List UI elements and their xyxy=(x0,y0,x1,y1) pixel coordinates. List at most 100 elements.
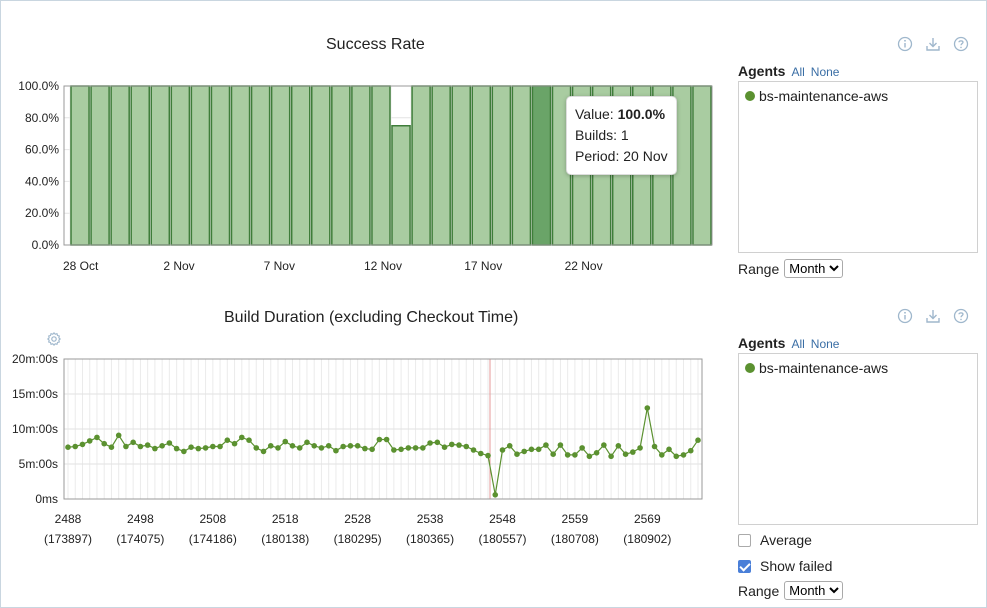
bar xyxy=(511,85,532,246)
range-select[interactable]: Month xyxy=(784,259,844,278)
agent-name: bs-maintenance-aws xyxy=(759,360,889,376)
data-point xyxy=(448,441,455,448)
select-none-link[interactable]: None xyxy=(810,65,840,79)
info-icon[interactable] xyxy=(897,36,913,52)
agent-item[interactable]: bs-maintenance-aws xyxy=(745,88,888,104)
info-icon[interactable] xyxy=(897,308,913,324)
data-point xyxy=(260,448,267,455)
x-tick-build: 2518 xyxy=(272,512,299,526)
download-icon[interactable] xyxy=(925,308,941,324)
data-point xyxy=(630,449,636,455)
bar xyxy=(451,85,471,246)
x-tick-build: 2498 xyxy=(127,512,154,526)
bar xyxy=(391,125,411,246)
bar xyxy=(90,85,110,246)
bar xyxy=(250,85,271,246)
data-point xyxy=(362,445,368,452)
data-point xyxy=(535,446,542,453)
tooltip-value-row: Value: 100.0% xyxy=(575,104,668,125)
bar xyxy=(371,85,391,246)
x-tick-label: 12 Nov xyxy=(364,259,402,273)
tooltip-period: 20 Nov xyxy=(623,148,668,164)
show-failed-checkbox-box[interactable] xyxy=(738,559,751,573)
bar xyxy=(431,85,451,246)
data-point xyxy=(543,442,549,448)
data-point xyxy=(499,447,506,453)
data-point xyxy=(304,439,310,446)
x-tick-label: 7 Nov xyxy=(264,259,295,273)
success-rate-title: Success Rate xyxy=(326,36,425,53)
data-point xyxy=(238,434,245,441)
y-tick-label: 60.0% xyxy=(25,143,59,157)
data-point xyxy=(130,439,136,446)
data-point xyxy=(572,452,578,458)
select-none-link[interactable]: None xyxy=(810,337,840,351)
data-point xyxy=(65,444,71,450)
bar xyxy=(491,85,512,246)
x-tick-id: (180902) xyxy=(623,532,671,546)
data-point xyxy=(108,444,115,450)
bar xyxy=(70,85,90,246)
data-point xyxy=(94,434,100,441)
x-tick-build: 2488 xyxy=(55,512,82,526)
help-icon[interactable] xyxy=(953,36,969,52)
data-point xyxy=(340,443,346,450)
data-point xyxy=(673,453,680,460)
data-point xyxy=(412,445,419,451)
data-point xyxy=(492,492,499,498)
tooltip-builds-label: Builds: xyxy=(575,127,618,143)
x-tick-id: (180557) xyxy=(478,532,526,546)
bar xyxy=(311,85,331,246)
data-point xyxy=(528,446,535,453)
x-tick-build: 2569 xyxy=(634,512,661,526)
data-point xyxy=(680,452,687,458)
bar xyxy=(290,85,311,246)
data-point xyxy=(637,445,643,451)
x-tick-build: 2548 xyxy=(489,512,516,526)
gear-icon[interactable] xyxy=(46,331,62,347)
data-point xyxy=(159,443,165,449)
data-point xyxy=(514,451,520,457)
agents-list[interactable]: bs-maintenance-aws xyxy=(738,353,978,525)
bar xyxy=(692,85,712,246)
show-failed-checkbox[interactable]: Show failed xyxy=(738,558,832,574)
agent-name: bs-maintenance-aws xyxy=(759,88,889,104)
tooltip-builds-row: Builds: 1 xyxy=(575,125,668,146)
build-duration-title: Build Duration (excluding Checkout Time) xyxy=(224,309,519,326)
data-point xyxy=(333,447,339,454)
data-point xyxy=(557,442,564,448)
data-point xyxy=(86,438,93,444)
x-tick-build: 2528 xyxy=(344,512,371,526)
download-icon[interactable] xyxy=(925,36,941,52)
agent-item[interactable]: bs-maintenance-aws xyxy=(745,360,888,376)
average-checkbox[interactable]: Average xyxy=(738,532,812,548)
data-point xyxy=(318,445,325,451)
data-point xyxy=(586,453,593,460)
bar xyxy=(190,85,211,246)
data-point xyxy=(246,437,252,443)
range-select[interactable]: Month xyxy=(784,581,844,600)
y-tick-label: 0.0% xyxy=(32,238,60,252)
data-point xyxy=(470,447,477,453)
data-point xyxy=(608,453,614,460)
data-point xyxy=(463,443,470,450)
data-point xyxy=(224,437,231,443)
help-icon[interactable] xyxy=(953,308,969,324)
data-point xyxy=(615,443,622,449)
data-point xyxy=(253,445,260,451)
data-point xyxy=(427,440,433,446)
tooltip-period-row: Period: 20 Nov xyxy=(575,146,668,167)
bar xyxy=(130,85,150,246)
x-tick-id: (180138) xyxy=(261,532,309,546)
x-tick-label: 17 Nov xyxy=(464,259,502,273)
select-all-link[interactable]: All xyxy=(791,65,805,79)
data-point xyxy=(231,440,238,447)
data-point xyxy=(485,452,491,459)
data-point xyxy=(695,437,701,443)
average-checkbox-box[interactable] xyxy=(738,533,751,547)
select-all-link[interactable]: All xyxy=(791,337,805,351)
data-point xyxy=(579,445,585,451)
bar xyxy=(411,85,431,246)
data-point xyxy=(144,442,151,448)
agents-list[interactable]: bs-maintenance-aws xyxy=(738,81,978,253)
